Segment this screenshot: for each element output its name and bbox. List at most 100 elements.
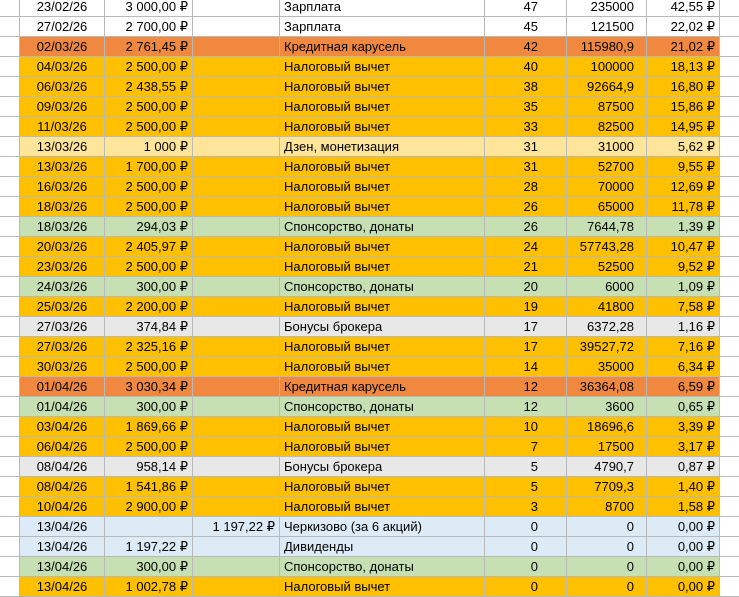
percent-cell[interactable]: 21,02 ₽ [647, 37, 720, 57]
date-cell[interactable]: 13/04/26 [20, 517, 105, 537]
date-cell[interactable]: 25/03/26 [20, 297, 105, 317]
row-gutter-cell[interactable] [0, 317, 20, 337]
percent-cell[interactable]: 3,17 ₽ [647, 437, 720, 457]
value-cell[interactable]: 4790,7 [567, 457, 647, 477]
empty-cell[interactable] [720, 477, 739, 497]
value-cell[interactable]: 41800 [567, 297, 647, 317]
date-cell[interactable]: 10/04/26 [20, 497, 105, 517]
source-cell[interactable]: Налоговый вычет [280, 177, 485, 197]
days-cell[interactable]: 0 [485, 517, 567, 537]
days-cell[interactable]: 31 [485, 157, 567, 177]
value-cell[interactable]: 0 [567, 557, 647, 577]
percent-cell[interactable]: 15,86 ₽ [647, 97, 720, 117]
row-gutter-cell[interactable] [0, 0, 20, 17]
days-cell[interactable]: 12 [485, 377, 567, 397]
date-cell[interactable]: 23/03/26 [20, 257, 105, 277]
row-gutter-cell[interactable] [0, 57, 20, 77]
source-cell[interactable]: Налоговый вычет [280, 577, 485, 597]
empty-cell[interactable] [720, 177, 739, 197]
extra-amount-cell[interactable] [193, 537, 280, 557]
row-gutter-cell[interactable] [0, 437, 20, 457]
extra-amount-cell[interactable] [193, 437, 280, 457]
amount-cell[interactable]: 2 761,45 ₽ [105, 37, 193, 57]
amount-cell[interactable]: 2 900,00 ₽ [105, 497, 193, 517]
percent-cell[interactable]: 0,00 ₽ [647, 517, 720, 537]
days-cell[interactable]: 42 [485, 37, 567, 57]
value-cell[interactable]: 57743,28 [567, 237, 647, 257]
extra-amount-cell[interactable] [193, 77, 280, 97]
date-cell[interactable]: 27/03/26 [20, 337, 105, 357]
empty-cell[interactable] [720, 437, 739, 457]
percent-cell[interactable]: 11,78 ₽ [647, 197, 720, 217]
source-cell[interactable]: Спонсорство, донаты [280, 397, 485, 417]
amount-cell[interactable]: 1 002,78 ₽ [105, 577, 193, 597]
percent-cell[interactable]: 0,65 ₽ [647, 397, 720, 417]
extra-amount-cell[interactable] [193, 557, 280, 577]
source-cell[interactable]: Налоговый вычет [280, 57, 485, 77]
date-cell[interactable]: 18/03/26 [20, 217, 105, 237]
source-cell[interactable]: Налоговый вычет [280, 237, 485, 257]
date-cell[interactable]: 20/03/26 [20, 237, 105, 257]
empty-cell[interactable] [720, 117, 739, 137]
value-cell[interactable]: 7709,3 [567, 477, 647, 497]
row-gutter-cell[interactable] [0, 117, 20, 137]
days-cell[interactable]: 24 [485, 237, 567, 257]
percent-cell[interactable]: 22,02 ₽ [647, 17, 720, 37]
extra-amount-cell[interactable] [193, 577, 280, 597]
value-cell[interactable]: 8700 [567, 497, 647, 517]
extra-amount-cell[interactable] [193, 97, 280, 117]
source-cell[interactable]: Налоговый вычет [280, 357, 485, 377]
date-cell[interactable]: 08/04/26 [20, 457, 105, 477]
percent-cell[interactable]: 10,47 ₽ [647, 237, 720, 257]
row-gutter-cell[interactable] [0, 297, 20, 317]
percent-cell[interactable]: 18,13 ₽ [647, 57, 720, 77]
extra-amount-cell[interactable] [193, 217, 280, 237]
row-gutter-cell[interactable] [0, 497, 20, 517]
amount-cell[interactable]: 2 325,16 ₽ [105, 337, 193, 357]
amount-cell[interactable]: 300,00 ₽ [105, 277, 193, 297]
amount-cell[interactable]: 3 030,34 ₽ [105, 377, 193, 397]
days-cell[interactable]: 14 [485, 357, 567, 377]
empty-cell[interactable] [720, 577, 739, 597]
days-cell[interactable]: 3 [485, 497, 567, 517]
percent-cell[interactable]: 14,95 ₽ [647, 117, 720, 137]
amount-cell[interactable]: 2 500,00 ₽ [105, 97, 193, 117]
value-cell[interactable]: 82500 [567, 117, 647, 137]
source-cell[interactable]: Налоговый вычет [280, 417, 485, 437]
extra-amount-cell[interactable]: 1 197,22 ₽ [193, 517, 280, 537]
amount-cell[interactable]: 300,00 ₽ [105, 397, 193, 417]
source-cell[interactable]: Дзен, монетизация [280, 137, 485, 157]
date-cell[interactable]: 23/02/26 [20, 0, 105, 17]
days-cell[interactable]: 17 [485, 317, 567, 337]
row-gutter-cell[interactable] [0, 457, 20, 477]
row-gutter-cell[interactable] [0, 177, 20, 197]
days-cell[interactable]: 5 [485, 457, 567, 477]
percent-cell[interactable]: 12,69 ₽ [647, 177, 720, 197]
value-cell[interactable]: 18696,6 [567, 417, 647, 437]
percent-cell[interactable]: 1,39 ₽ [647, 217, 720, 237]
value-cell[interactable]: 115980,9 [567, 37, 647, 57]
extra-amount-cell[interactable] [193, 157, 280, 177]
extra-amount-cell[interactable] [193, 57, 280, 77]
row-gutter-cell[interactable] [0, 137, 20, 157]
extra-amount-cell[interactable] [193, 297, 280, 317]
row-gutter-cell[interactable] [0, 277, 20, 297]
source-cell[interactable]: Налоговый вычет [280, 477, 485, 497]
amount-cell[interactable]: 1 197,22 ₽ [105, 537, 193, 557]
row-gutter-cell[interactable] [0, 37, 20, 57]
empty-cell[interactable] [720, 157, 739, 177]
value-cell[interactable]: 0 [567, 517, 647, 537]
date-cell[interactable]: 08/04/26 [20, 477, 105, 497]
row-gutter-cell[interactable] [0, 217, 20, 237]
empty-cell[interactable] [720, 77, 739, 97]
source-cell[interactable]: Спонсорство, донаты [280, 217, 485, 237]
extra-amount-cell[interactable] [193, 0, 280, 17]
percent-cell[interactable]: 6,59 ₽ [647, 377, 720, 397]
days-cell[interactable]: 21 [485, 257, 567, 277]
amount-cell[interactable]: 300,00 ₽ [105, 557, 193, 577]
source-cell[interactable]: Зарплата [280, 0, 485, 17]
date-cell[interactable]: 13/03/26 [20, 137, 105, 157]
amount-cell[interactable]: 294,03 ₽ [105, 217, 193, 237]
days-cell[interactable]: 7 [485, 437, 567, 457]
row-gutter-cell[interactable] [0, 157, 20, 177]
